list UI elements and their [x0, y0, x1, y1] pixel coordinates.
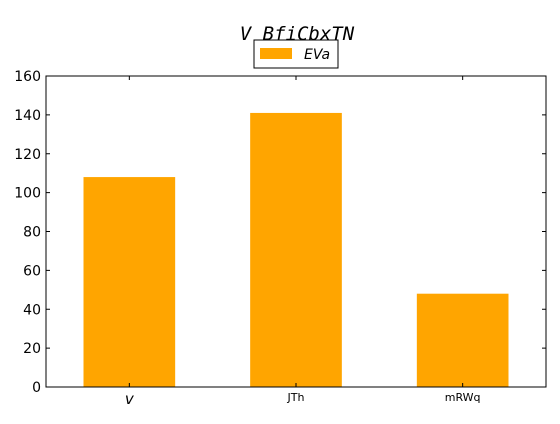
y-tick-label: 160: [14, 69, 41, 85]
y-tick-label: 40: [23, 302, 41, 318]
y-tick-label: 80: [23, 225, 41, 241]
bar-JTh: [250, 112, 342, 388]
bar-mRWq: [416, 293, 509, 387]
y-tick-label: 0: [32, 380, 41, 396]
x-tick-label: mRWq: [445, 391, 481, 404]
legend: EVa: [253, 39, 339, 69]
y-tick-label: 120: [14, 147, 41, 163]
ticks-layer: 0 20 40 60 80 100 120 140 160 v JTh mRWq: [14, 69, 546, 408]
y-tick-label: 20: [23, 341, 41, 357]
y-tick-label: 100: [14, 186, 41, 202]
legend-swatch: [260, 48, 292, 59]
y-tick-label: 140: [14, 108, 41, 124]
bars-layer: [83, 112, 509, 388]
x-tick-label: JTh: [287, 391, 305, 404]
legend-label: EVa: [304, 47, 330, 63]
y-tick-label: 60: [23, 263, 41, 279]
x-tick-label: v: [125, 390, 135, 408]
bar-v: [83, 177, 176, 387]
